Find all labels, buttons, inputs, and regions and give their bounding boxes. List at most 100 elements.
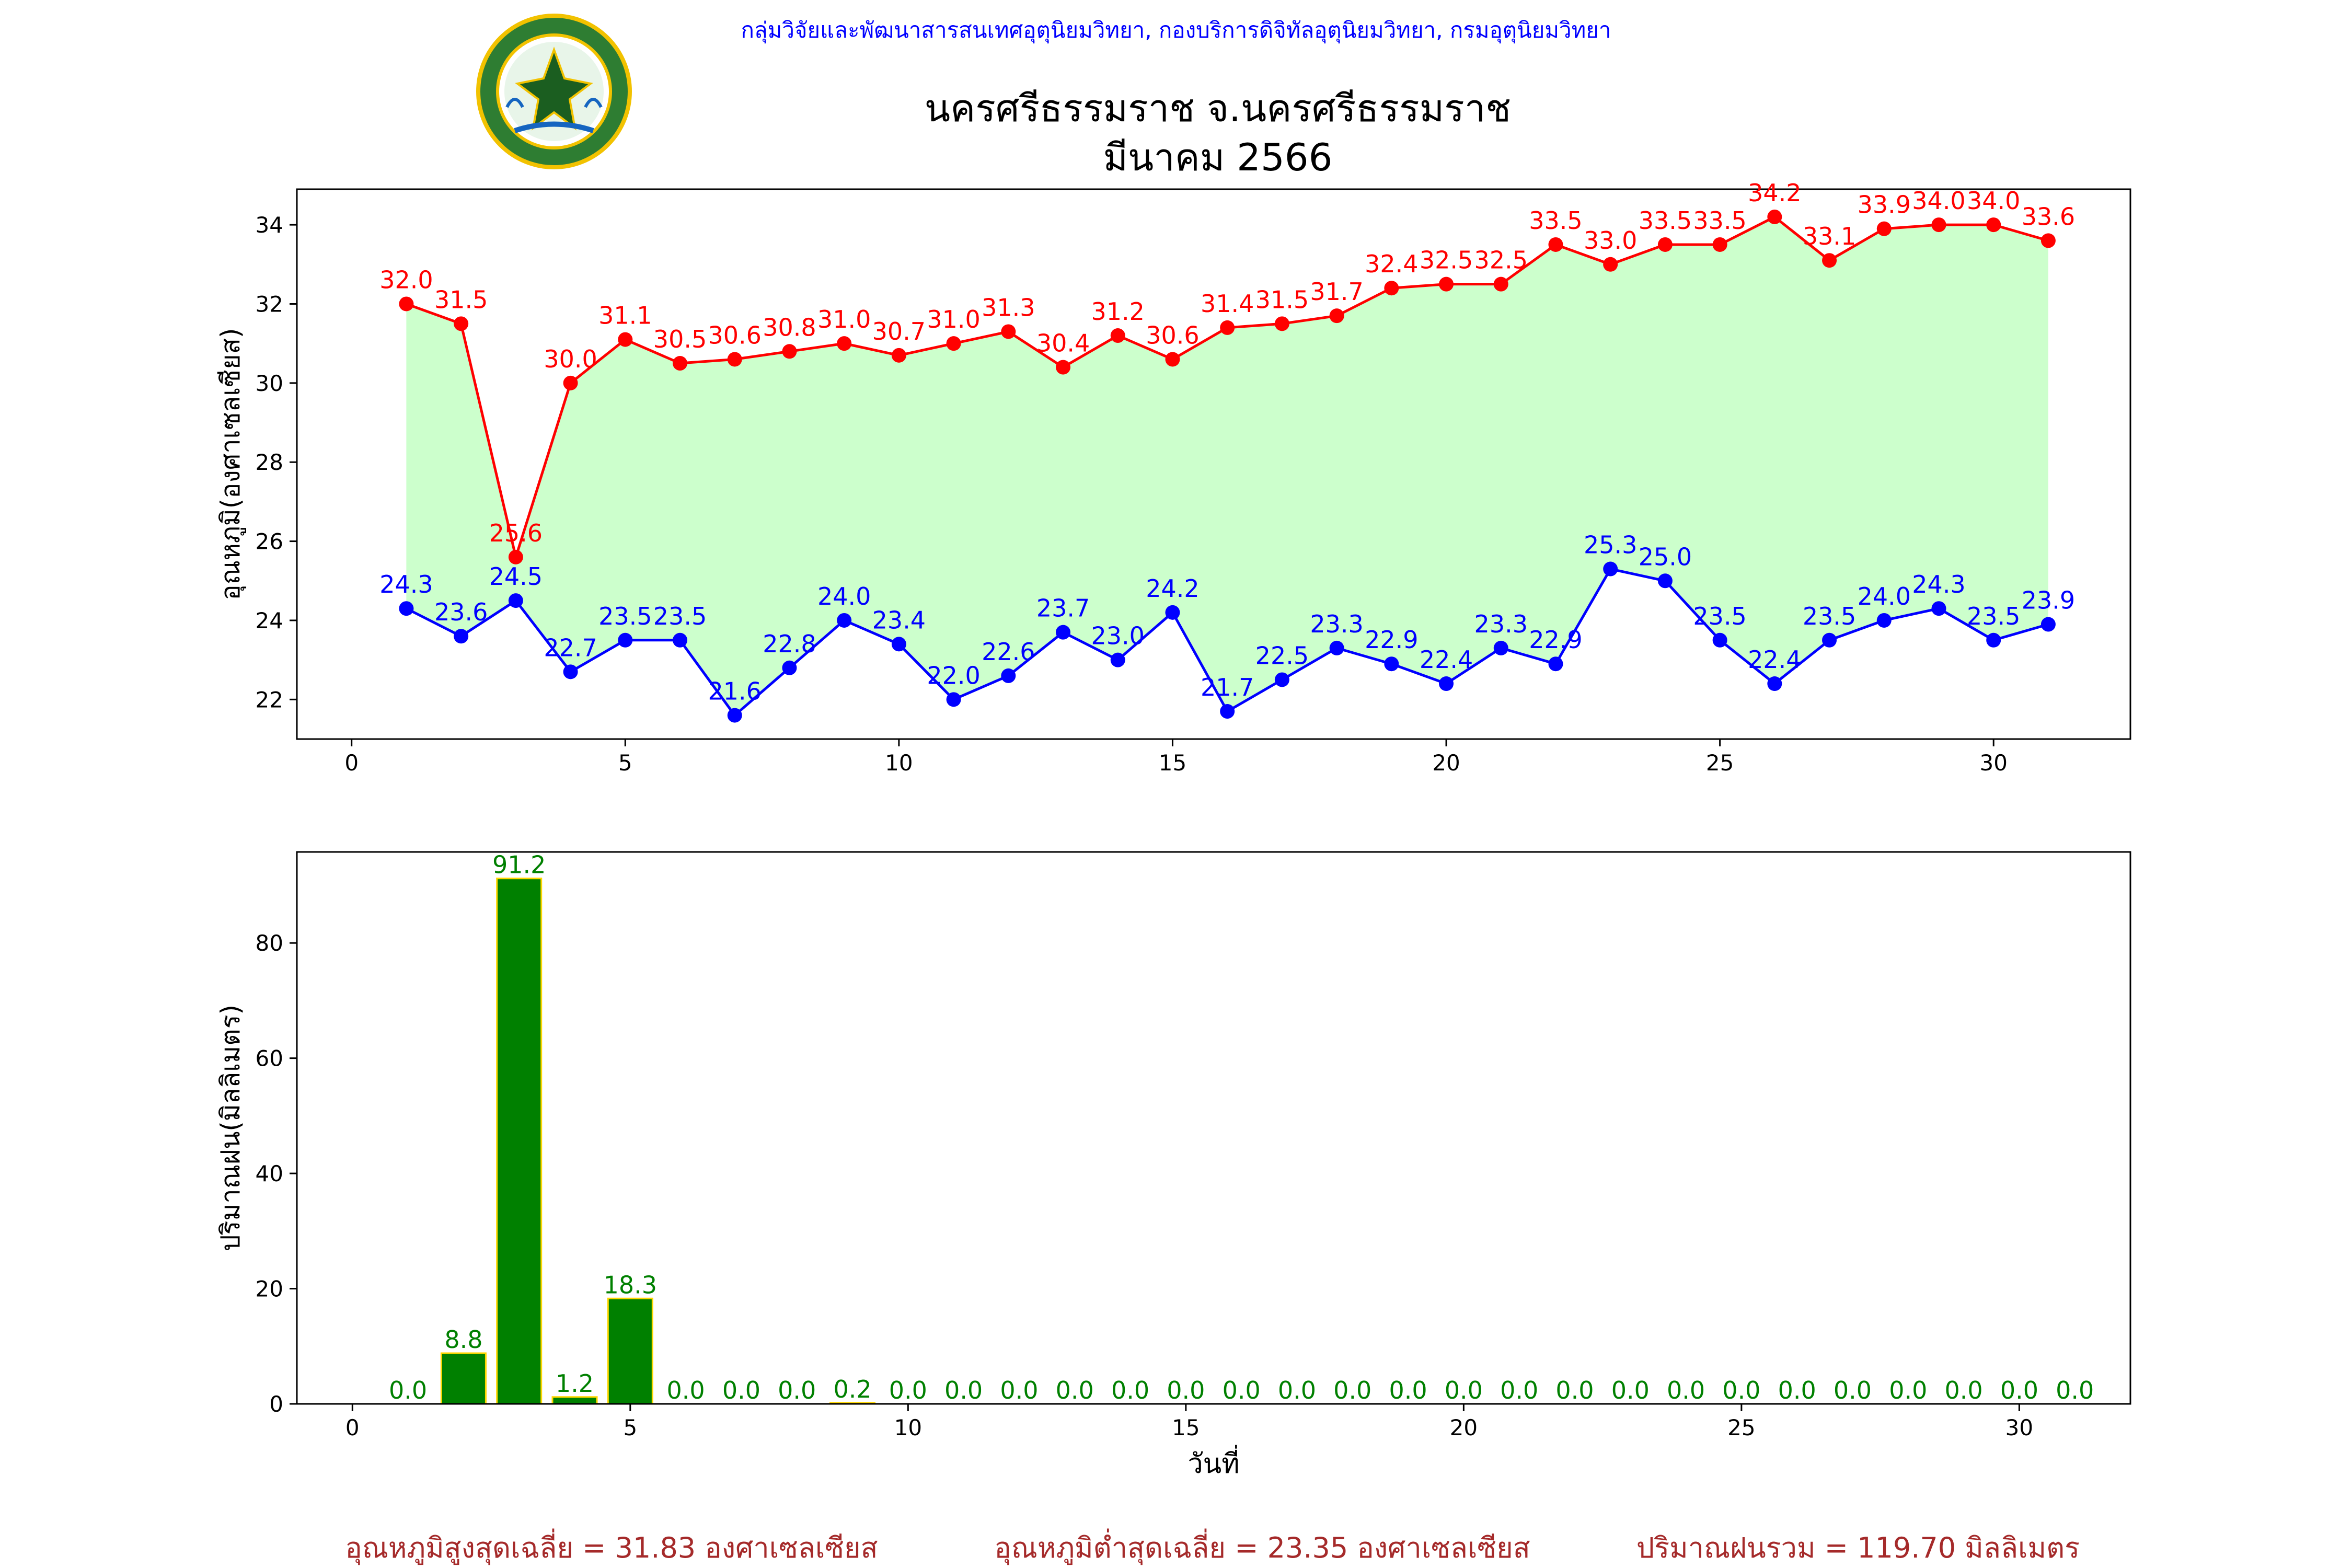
temperature-axes-frame [296,188,2131,740]
min-temp-data-label: 23.3 [1474,610,1528,638]
min-temp-data-label: 22.9 [1365,626,1418,654]
min-temp-data-label: 23.0 [1091,622,1145,650]
max-temp-data-label: 30.5 [653,325,707,353]
rain-bar [551,1396,598,1405]
min-temp-data-label: 21.7 [1201,673,1254,701]
rain-data-label: 0.0 [1778,1376,1816,1404]
max-temp-point [837,336,852,351]
max-temp-point [563,375,578,390]
min-temp-point [1274,672,1289,687]
rain-bar [607,1297,653,1405]
temperature-y-label: อุณหภูมิ(องศาเซลเซียส) [215,328,246,600]
min-temp-data-label: 22.4 [1748,645,1801,674]
min-temp-data-label: 23.3 [1310,610,1363,638]
department-logo [476,14,632,169]
rainfall-x-tick-label: 30 [2005,1415,2033,1440]
temperature-y-tick-label: 24 [256,608,283,633]
min-temp-point [1110,652,1125,667]
rainfall-axes-frame [296,851,2131,1405]
max-temp-point [1329,308,1344,324]
min-temp-data-label: 22.0 [927,661,980,689]
rain-data-label: 0.0 [667,1376,705,1404]
max-temp-data-label: 31.5 [1255,285,1309,314]
min-temp-point [727,708,742,723]
min-temp-point [1329,640,1344,655]
max-temp-point [1384,281,1399,296]
max-temp-data-label: 31.2 [1091,297,1145,326]
org-line: กลุ่มวิจัยและพัฒนาสารสนเทศอุตุนิยมวิทยา,… [741,17,1611,44]
summary-avg-max: อุณหภูมิสูงสุดเฉลี่ย = 31.83 องศาเซลเซีย… [345,1528,878,1565]
max-temp-data-label: 33.5 [1529,206,1582,235]
min-temp-data-label: 22.8 [763,630,816,658]
rainfall-y-tick-label: 20 [256,1276,283,1302]
max-temp-point [891,348,906,363]
min-temp-data-label: 24.3 [1912,570,1965,598]
temperature-y-tick-label: 22 [256,687,283,712]
rain-data-label: 0.0 [889,1376,927,1404]
rain-data-label: 0.0 [1945,1376,1983,1404]
max-temp-data-label: 32.0 [379,266,433,294]
rain-data-label: 0.0 [1889,1376,1927,1404]
min-temp-point [1001,668,1016,683]
rainfall-x-tick-label: 15 [1172,1415,1200,1440]
rainfall-x-tick-label: 25 [1727,1415,1755,1440]
rain-data-label: 0.0 [1056,1376,1094,1404]
max-temp-point [1822,253,1837,268]
min-temp-point [2040,617,2056,632]
min-temp-data-label: 25.0 [1639,543,1692,571]
rain-data-label: 8.8 [444,1325,482,1354]
min-temp-point [1876,613,1892,628]
min-temp-point [1548,656,1563,672]
max-temp-data-label: 30.0 [544,345,597,373]
max-temp-point [1931,217,1946,233]
rainfall-y-tick-label: 0 [269,1391,283,1417]
min-temp-point [1603,561,1618,577]
rain-data-label: 0.0 [1834,1376,1872,1404]
rain-data-label: 0.0 [1167,1376,1205,1404]
max-temp-data-label: 34.2 [1748,179,1801,207]
min-temp-data-label: 22.4 [1420,645,1473,674]
rain-data-label: 0.0 [1611,1376,1650,1404]
max-temp-point [1001,324,1016,339]
rain-bar [440,1352,487,1405]
temperature-y-tick-label: 32 [256,291,283,317]
max-temp-point [1767,209,1782,224]
rain-data-label: 0.0 [1111,1376,1149,1404]
rain-data-label: 0.0 [778,1376,816,1404]
max-temp-point [1439,276,1454,292]
max-temp-data-label: 25.6 [489,519,543,547]
min-temp-data-label: 22.5 [1255,641,1309,670]
min-temp-point [454,629,469,644]
max-temp-data-label: 33.5 [1639,206,1692,235]
rainfall-y-label: ปริมาณฝน(มิลลิเมตร) [215,1005,246,1251]
max-temp-data-label: 33.0 [1584,226,1637,255]
max-temp-data-label: 30.6 [708,321,762,349]
max-temp-data-label: 32.5 [1474,246,1528,274]
min-temp-data-label: 23.5 [598,602,652,630]
max-temp-point [1548,237,1563,252]
min-temp-point [673,632,688,648]
max-temp-data-label: 33.5 [1693,206,1746,235]
min-temp-data-label: 21.6 [708,677,762,706]
max-temp-point [1876,221,1892,236]
max-temp-data-label: 31.3 [982,293,1035,321]
min-temp-point [837,613,852,628]
rainfall-x-tick-label: 5 [623,1415,637,1440]
rain-data-label: 0.2 [833,1375,871,1403]
month-title: มีนาคม 2566 [1103,135,1333,179]
rain-data-label: 0.0 [1667,1376,1705,1404]
temperature-range-band [406,217,2048,716]
max-temp-data-label: 31.5 [434,285,488,314]
max-temp-point [1603,257,1618,272]
min-temp-data-label: 23.5 [653,602,707,630]
temperature-y-tick-label: 28 [256,449,283,475]
min-temp-point [1931,601,1946,616]
max-temp-data-label: 32.4 [1365,250,1418,278]
station-title: นครศรีธรรมราช จ.นครศรีธรรมราช [925,86,1511,130]
max-temp-point [399,296,414,312]
max-temp-point [1110,328,1125,343]
temperature-x-tick-label: 5 [618,750,632,776]
summary-total-rain: ปริมาณฝนรวม = 119.70 มิลลิเมตร [1636,1531,2080,1564]
max-temp-data-label: 31.0 [817,305,871,333]
max-temp-data-label: 31.0 [927,305,980,333]
